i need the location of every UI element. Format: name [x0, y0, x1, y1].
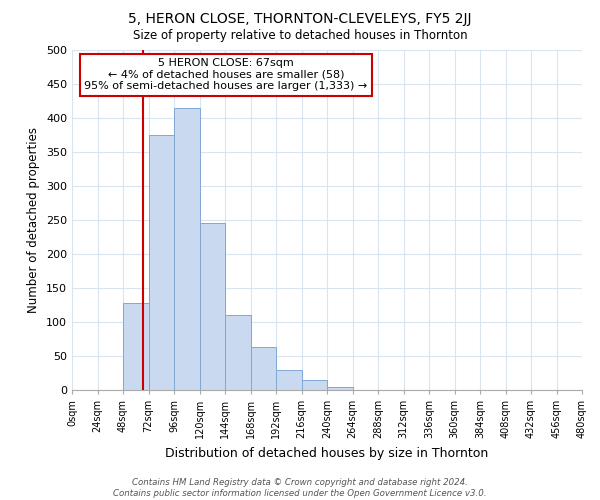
Bar	[149, 135, 174, 390]
Bar	[174, 108, 199, 390]
Text: 5 HERON CLOSE: 67sqm
← 4% of detached houses are smaller (58)
95% of semi-detach: 5 HERON CLOSE: 67sqm ← 4% of detached ho…	[85, 58, 368, 92]
Bar	[225, 315, 251, 390]
Text: 5, HERON CLOSE, THORNTON-CLEVELEYS, FY5 2JJ: 5, HERON CLOSE, THORNTON-CLEVELEYS, FY5 …	[128, 12, 472, 26]
Bar	[276, 370, 302, 390]
Bar	[327, 386, 353, 390]
Bar	[302, 380, 327, 390]
Text: Contains HM Land Registry data © Crown copyright and database right 2024.
Contai: Contains HM Land Registry data © Crown c…	[113, 478, 487, 498]
Text: Size of property relative to detached houses in Thornton: Size of property relative to detached ho…	[133, 29, 467, 42]
Y-axis label: Number of detached properties: Number of detached properties	[28, 127, 40, 313]
Bar	[123, 303, 149, 390]
X-axis label: Distribution of detached houses by size in Thornton: Distribution of detached houses by size …	[166, 446, 488, 460]
Bar	[251, 347, 276, 390]
Bar	[199, 224, 225, 390]
